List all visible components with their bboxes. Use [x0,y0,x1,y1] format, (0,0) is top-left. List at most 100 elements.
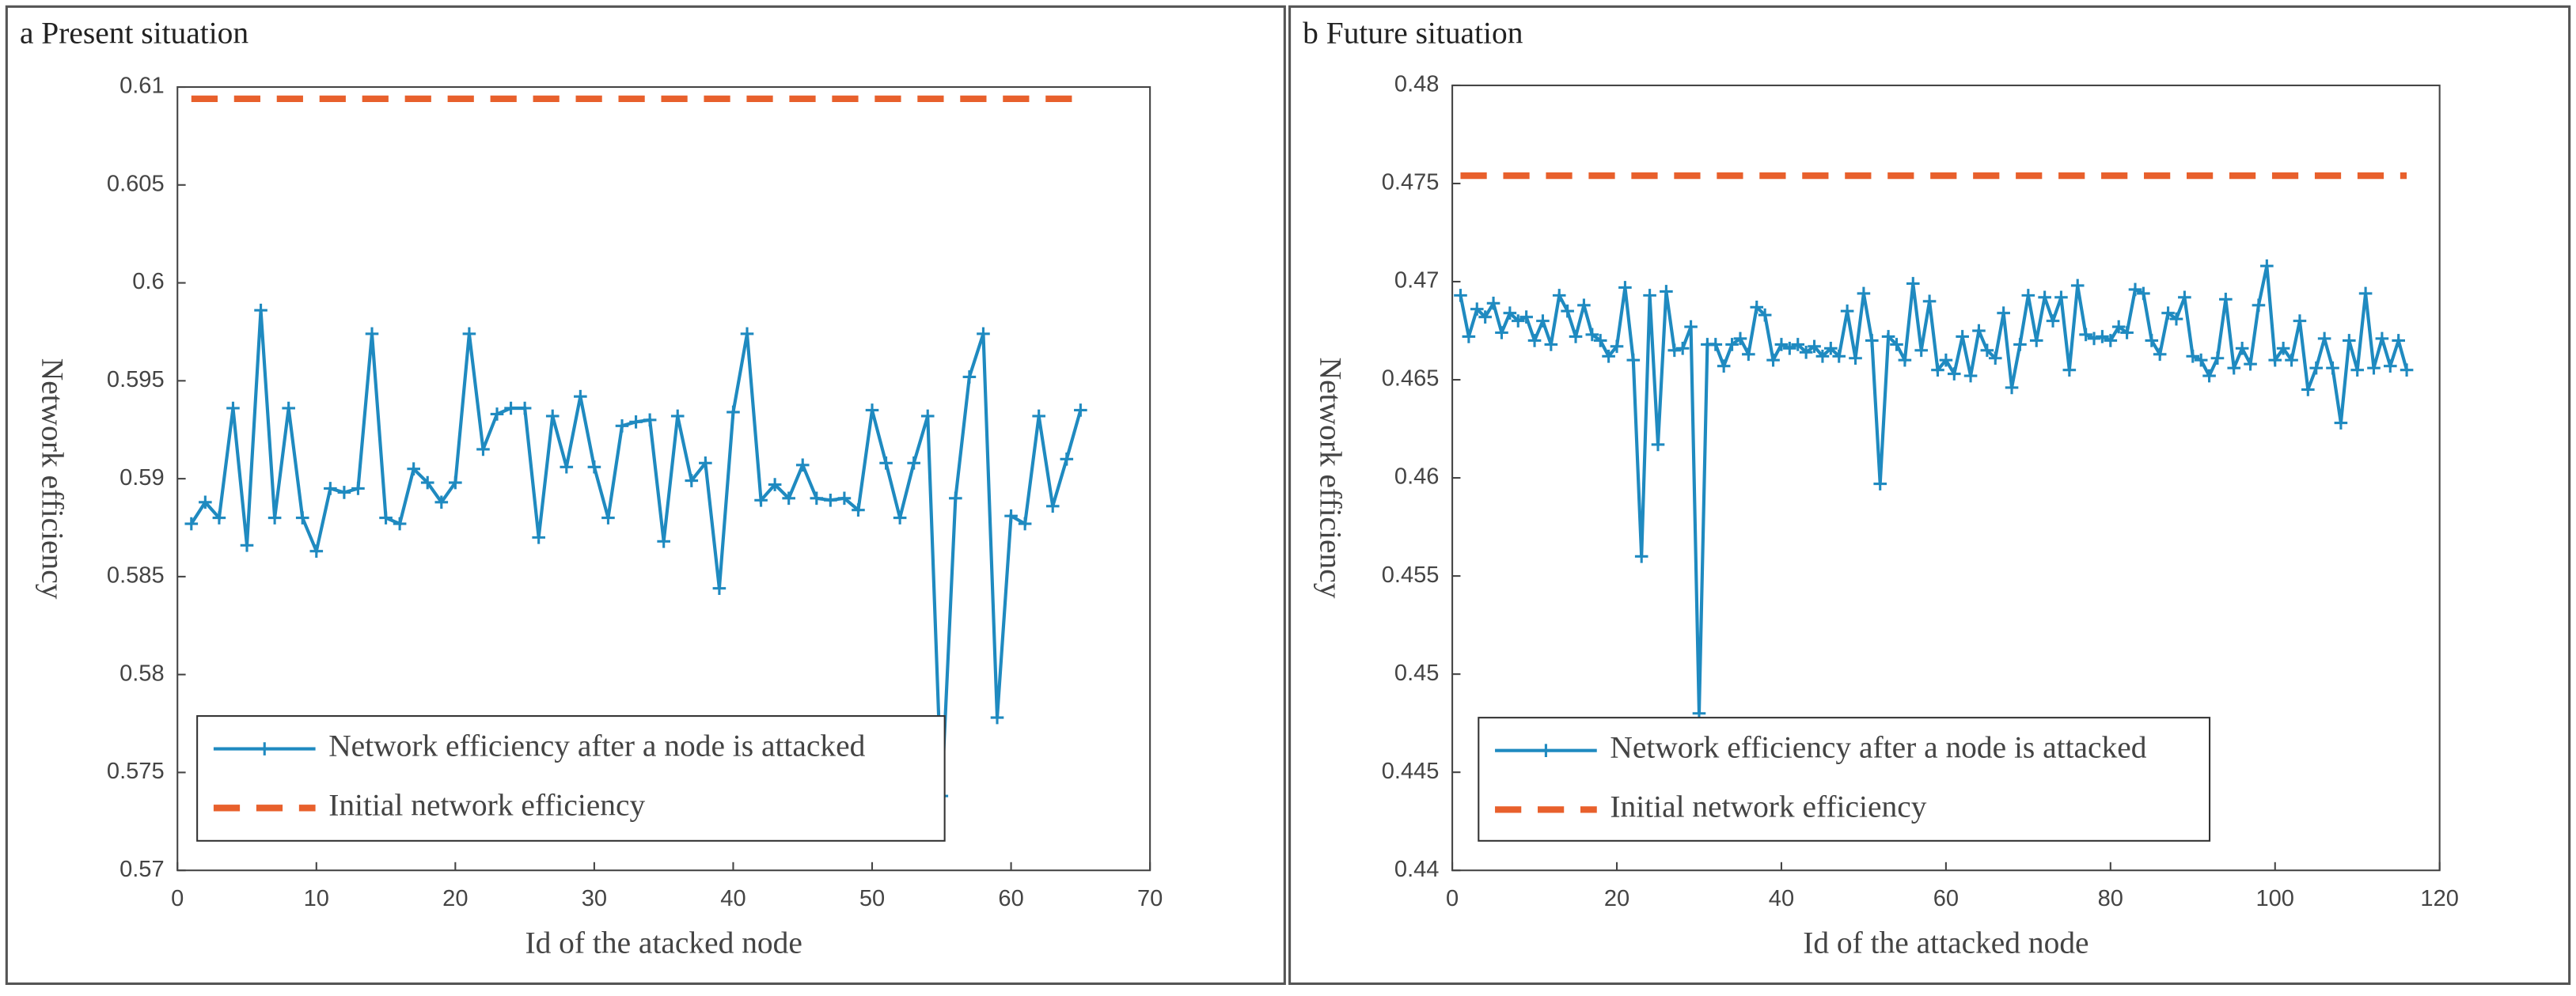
point-marker [727,405,740,419]
point-marker [782,491,795,506]
point-marker [1675,342,1690,355]
point-marker [2276,342,2290,355]
x-tick-label: 30 [582,886,607,911]
point-marker [1750,300,1764,314]
point-marker [1684,320,1698,334]
point-marker [1626,353,1641,367]
point-marker [2038,290,2051,305]
point-marker [560,460,574,474]
point-marker [1032,409,1045,423]
point-marker [2400,363,2414,377]
point-marker [2392,334,2405,347]
x-tick-label: 10 [304,886,329,911]
y-tick-label: 0.455 [1382,562,1440,588]
point-marker [1667,343,1682,358]
point-marker [1544,338,1558,351]
point-marker [1643,289,1656,302]
y-tick-label: 0.46 [1394,464,1440,490]
legend-box [196,715,946,842]
point-marker [1824,342,1838,355]
x-tick-label: 0 [171,886,184,911]
legend-marker [1539,744,1553,757]
point-marker [2326,361,2339,375]
point-marker [2145,334,2159,347]
point-marker [1808,339,1821,354]
point-marker [1873,477,1887,490]
point-marker [2375,331,2389,346]
point-marker [1593,334,1607,347]
x-tick-label: 0 [1446,886,1459,911]
point-marker [1857,286,1871,301]
legend-label: Network efficiency after a node is attac… [1610,730,2146,765]
point-marker [365,327,379,341]
point-marker [852,503,865,517]
panel-border [5,5,1286,985]
point-marker [2029,334,2043,347]
point-marker [810,491,824,506]
point-marker [1742,347,1755,362]
x-tick-label: 20 [442,886,468,911]
point-marker [907,456,920,470]
point-marker [1774,338,1789,351]
point-marker [2334,416,2348,430]
point-marker [1890,338,1903,351]
y-tick-label: 0.465 [1382,366,1440,392]
y-tick-label: 0.475 [1382,170,1440,195]
point-marker [879,456,893,470]
point-marker [1660,285,1673,298]
point-marker [1709,338,1723,351]
point-marker [2244,357,2257,371]
panel-title: b Future situation [1303,16,1523,51]
x-tick-label: 40 [720,886,745,911]
point-marker [1766,353,1780,367]
point-marker [324,482,337,495]
x-tick-label: 120 [2420,886,2458,911]
point-marker [1758,308,1772,322]
point-marker [1947,367,1961,381]
point-marker [2309,361,2324,375]
point-marker [795,458,810,472]
point-marker [2153,347,2167,362]
point-marker [1832,349,1846,363]
point-marker [2252,298,2266,312]
x-tick-label: 50 [859,886,885,911]
y-tick-label: 0.575 [107,759,165,784]
point-marker [865,403,879,417]
point-marker [2079,328,2092,342]
legend-label: Initial network efficiency [328,787,645,822]
point-marker [2268,353,2282,367]
point-marker [518,401,532,415]
point-marker [2137,286,2150,301]
point-marker [1865,334,1879,347]
point-marker [337,486,351,499]
point-marker [532,531,545,544]
point-marker [574,389,587,403]
point-marker [1881,330,1895,343]
point-marker [2367,361,2381,375]
point-marker [1815,349,1830,363]
point-marker [2260,259,2274,273]
point-marker [1840,304,1854,318]
y-tick-label: 0.44 [1394,857,1440,882]
point-marker [434,495,449,509]
point-marker [1060,453,1074,466]
point-marker [2210,351,2225,365]
point-marker [2301,383,2315,396]
point-marker [420,475,434,490]
point-marker [893,511,907,525]
point-marker [2120,326,2134,339]
point-marker [754,494,768,507]
point-marker [1733,331,1747,346]
point-marker [1527,334,1542,347]
point-marker [267,511,282,525]
point-marker [2350,363,2365,377]
point-marker [1956,330,1969,343]
point-marker [2062,363,2077,377]
point-marker [476,442,490,456]
point-marker [1791,338,1805,351]
point-marker [295,511,309,525]
point-marker [1931,363,1944,377]
point-marker [1922,294,1937,309]
point-marker [1495,326,1508,339]
point-marker [1914,343,1928,358]
